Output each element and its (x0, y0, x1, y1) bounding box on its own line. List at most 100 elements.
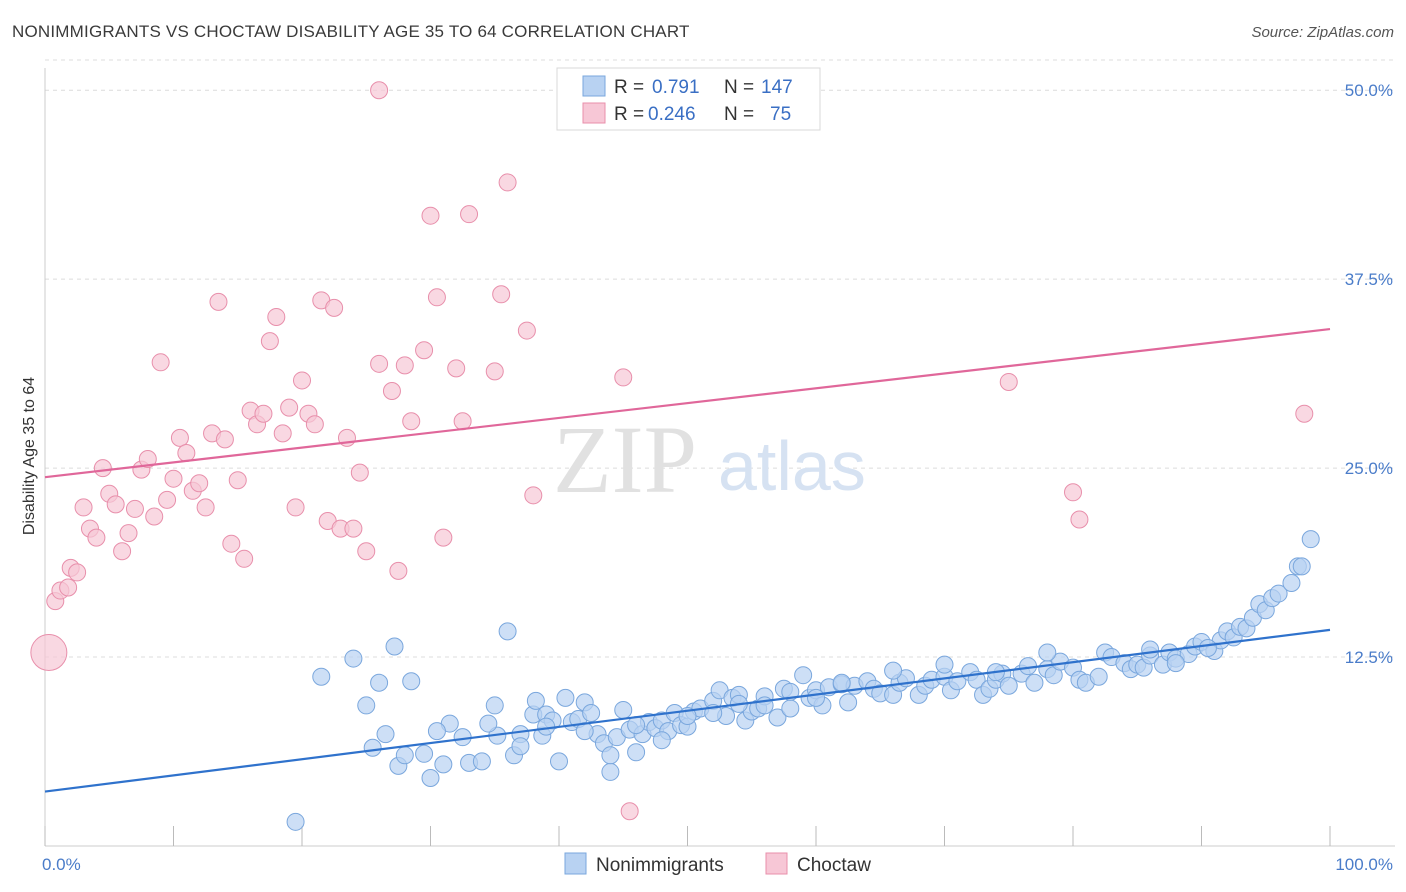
choctaw-point (106, 495, 125, 514)
choctaw-point (209, 292, 228, 311)
choctaw-point (357, 542, 376, 561)
nonimmigrants-point (376, 725, 395, 744)
nonimmigrants-point (1166, 654, 1185, 673)
nonimmigrants-point (614, 700, 633, 719)
nonimmigrants-point (434, 755, 453, 774)
choctaw-point (492, 285, 511, 304)
choctaw-point (999, 372, 1018, 391)
nonimmigrants-point (395, 746, 414, 765)
choctaw-point (151, 353, 170, 372)
choctaw-point (119, 524, 138, 543)
x-tick-labels: 0.0% 100.0% (42, 855, 1393, 874)
choctaw-point (421, 206, 440, 225)
nonimmigrants-point (363, 738, 382, 757)
choctaw-point (524, 486, 543, 505)
choctaw-point (427, 288, 446, 307)
x-tick-label: 0.0% (42, 855, 81, 874)
choctaw-point (93, 459, 112, 478)
nonimmigrants-point (344, 649, 363, 668)
nonimmigrants-point (526, 691, 545, 710)
choctaw-point (222, 534, 241, 553)
correlation-legend: R = 0.791 N = 147 R = 0.246 N = 75 (556, 67, 821, 131)
choctaw-point (498, 173, 517, 192)
legend-n-label-1: N = (724, 77, 754, 98)
choctaw-point (305, 415, 324, 434)
legend-n-label-2: N = (724, 104, 754, 125)
nonimmigrants-point (1038, 643, 1057, 662)
choctaw-point (286, 498, 305, 517)
legend-r-label-1: R = (614, 77, 644, 98)
nonimmigrants-point (421, 768, 440, 787)
chart-title: NONIMMIGRANTS VS CHOCTAW DISABILITY AGE … (12, 22, 690, 41)
choctaw-point (138, 450, 157, 469)
nonimmigrants-point (1089, 667, 1108, 686)
choctaw-point (235, 549, 254, 568)
y-tick-label: 37.5% (1345, 270, 1393, 289)
choctaw-point (460, 205, 479, 224)
nonimmigrants-point (781, 682, 800, 701)
choctaw-point (273, 424, 292, 443)
nonimmigrants-point (1301, 530, 1320, 549)
choctaw-point (125, 499, 144, 518)
choctaw-point (485, 362, 504, 381)
legend-r-value-1: 0.791 (652, 77, 700, 98)
nonimmigrants-point (537, 717, 556, 736)
choctaw-point (59, 578, 78, 597)
nonimmigrants-point (781, 699, 800, 718)
legend-swatch-pink (582, 102, 606, 124)
choctaw-point (68, 563, 87, 582)
choctaw-point (614, 368, 633, 387)
nonimmigrants-point (550, 752, 568, 771)
nonimmigrants-point (286, 812, 305, 831)
watermark-zip: ZIP (553, 406, 697, 513)
choctaw-point (370, 354, 389, 373)
trend-lines (44, 327, 1331, 793)
nonimmigrants-point (472, 752, 491, 771)
y-tick-label: 50.0% (1345, 81, 1393, 100)
nonimmigrants-point (402, 672, 421, 691)
choctaw-point (196, 498, 215, 517)
nonimmigrants-point (935, 655, 954, 674)
nonimmigrants-point (385, 637, 404, 656)
choctaw-point (87, 528, 106, 547)
choctaw-point (215, 430, 234, 449)
nonimmigrants-point (999, 676, 1018, 695)
series-legend: Nonimmigrants Choctaw (564, 852, 871, 876)
nonimmigrants-point (582, 703, 601, 722)
nonimmigrants-point (652, 731, 671, 750)
nonimmigrants-points (286, 530, 1320, 831)
choctaw-point (293, 371, 311, 390)
choctaw-point (158, 490, 177, 509)
nonimmigrants-point (415, 744, 434, 763)
nonimmigrants-point (1282, 573, 1301, 592)
nonimmigrants-point (768, 708, 787, 727)
choctaw-point (447, 359, 466, 378)
legend-n-value-2: 75 (770, 104, 791, 125)
x-tick-label: 100.0% (1335, 855, 1393, 874)
bottom-legend-label-choctaw: Choctaw (797, 855, 871, 876)
choctaw-point (370, 81, 389, 100)
nonimmigrants-point (601, 746, 620, 765)
nonimmigrants-point (839, 693, 858, 712)
choctaw-point (145, 507, 164, 526)
nonimmigrants-point (832, 673, 851, 692)
nonimmigrants-point (1269, 584, 1288, 603)
source-credit: Source: ZipAtlas.com (1251, 24, 1394, 41)
bottom-legend-swatch-pink (765, 852, 788, 875)
grid-lines (45, 59, 1395, 658)
choctaw-points (30, 81, 1314, 821)
nonimmigrants-point (807, 688, 825, 707)
watermark: ZIP atlas (553, 406, 866, 513)
y-tick-label: 12.5% (1345, 648, 1393, 667)
legend-r-value-2: 0.246 (648, 104, 696, 125)
nonimmigrants-point (1141, 640, 1160, 659)
choctaw-point (402, 412, 421, 431)
choctaw-point (620, 802, 639, 821)
nonimmigrants-point (485, 696, 504, 715)
choctaw-point (395, 356, 414, 375)
nonimmigrants-point (479, 714, 498, 733)
nonimmigrants-trend-line (44, 628, 1331, 793)
nonimmigrants-point (1292, 557, 1311, 576)
nonimmigrants-point (312, 667, 331, 686)
